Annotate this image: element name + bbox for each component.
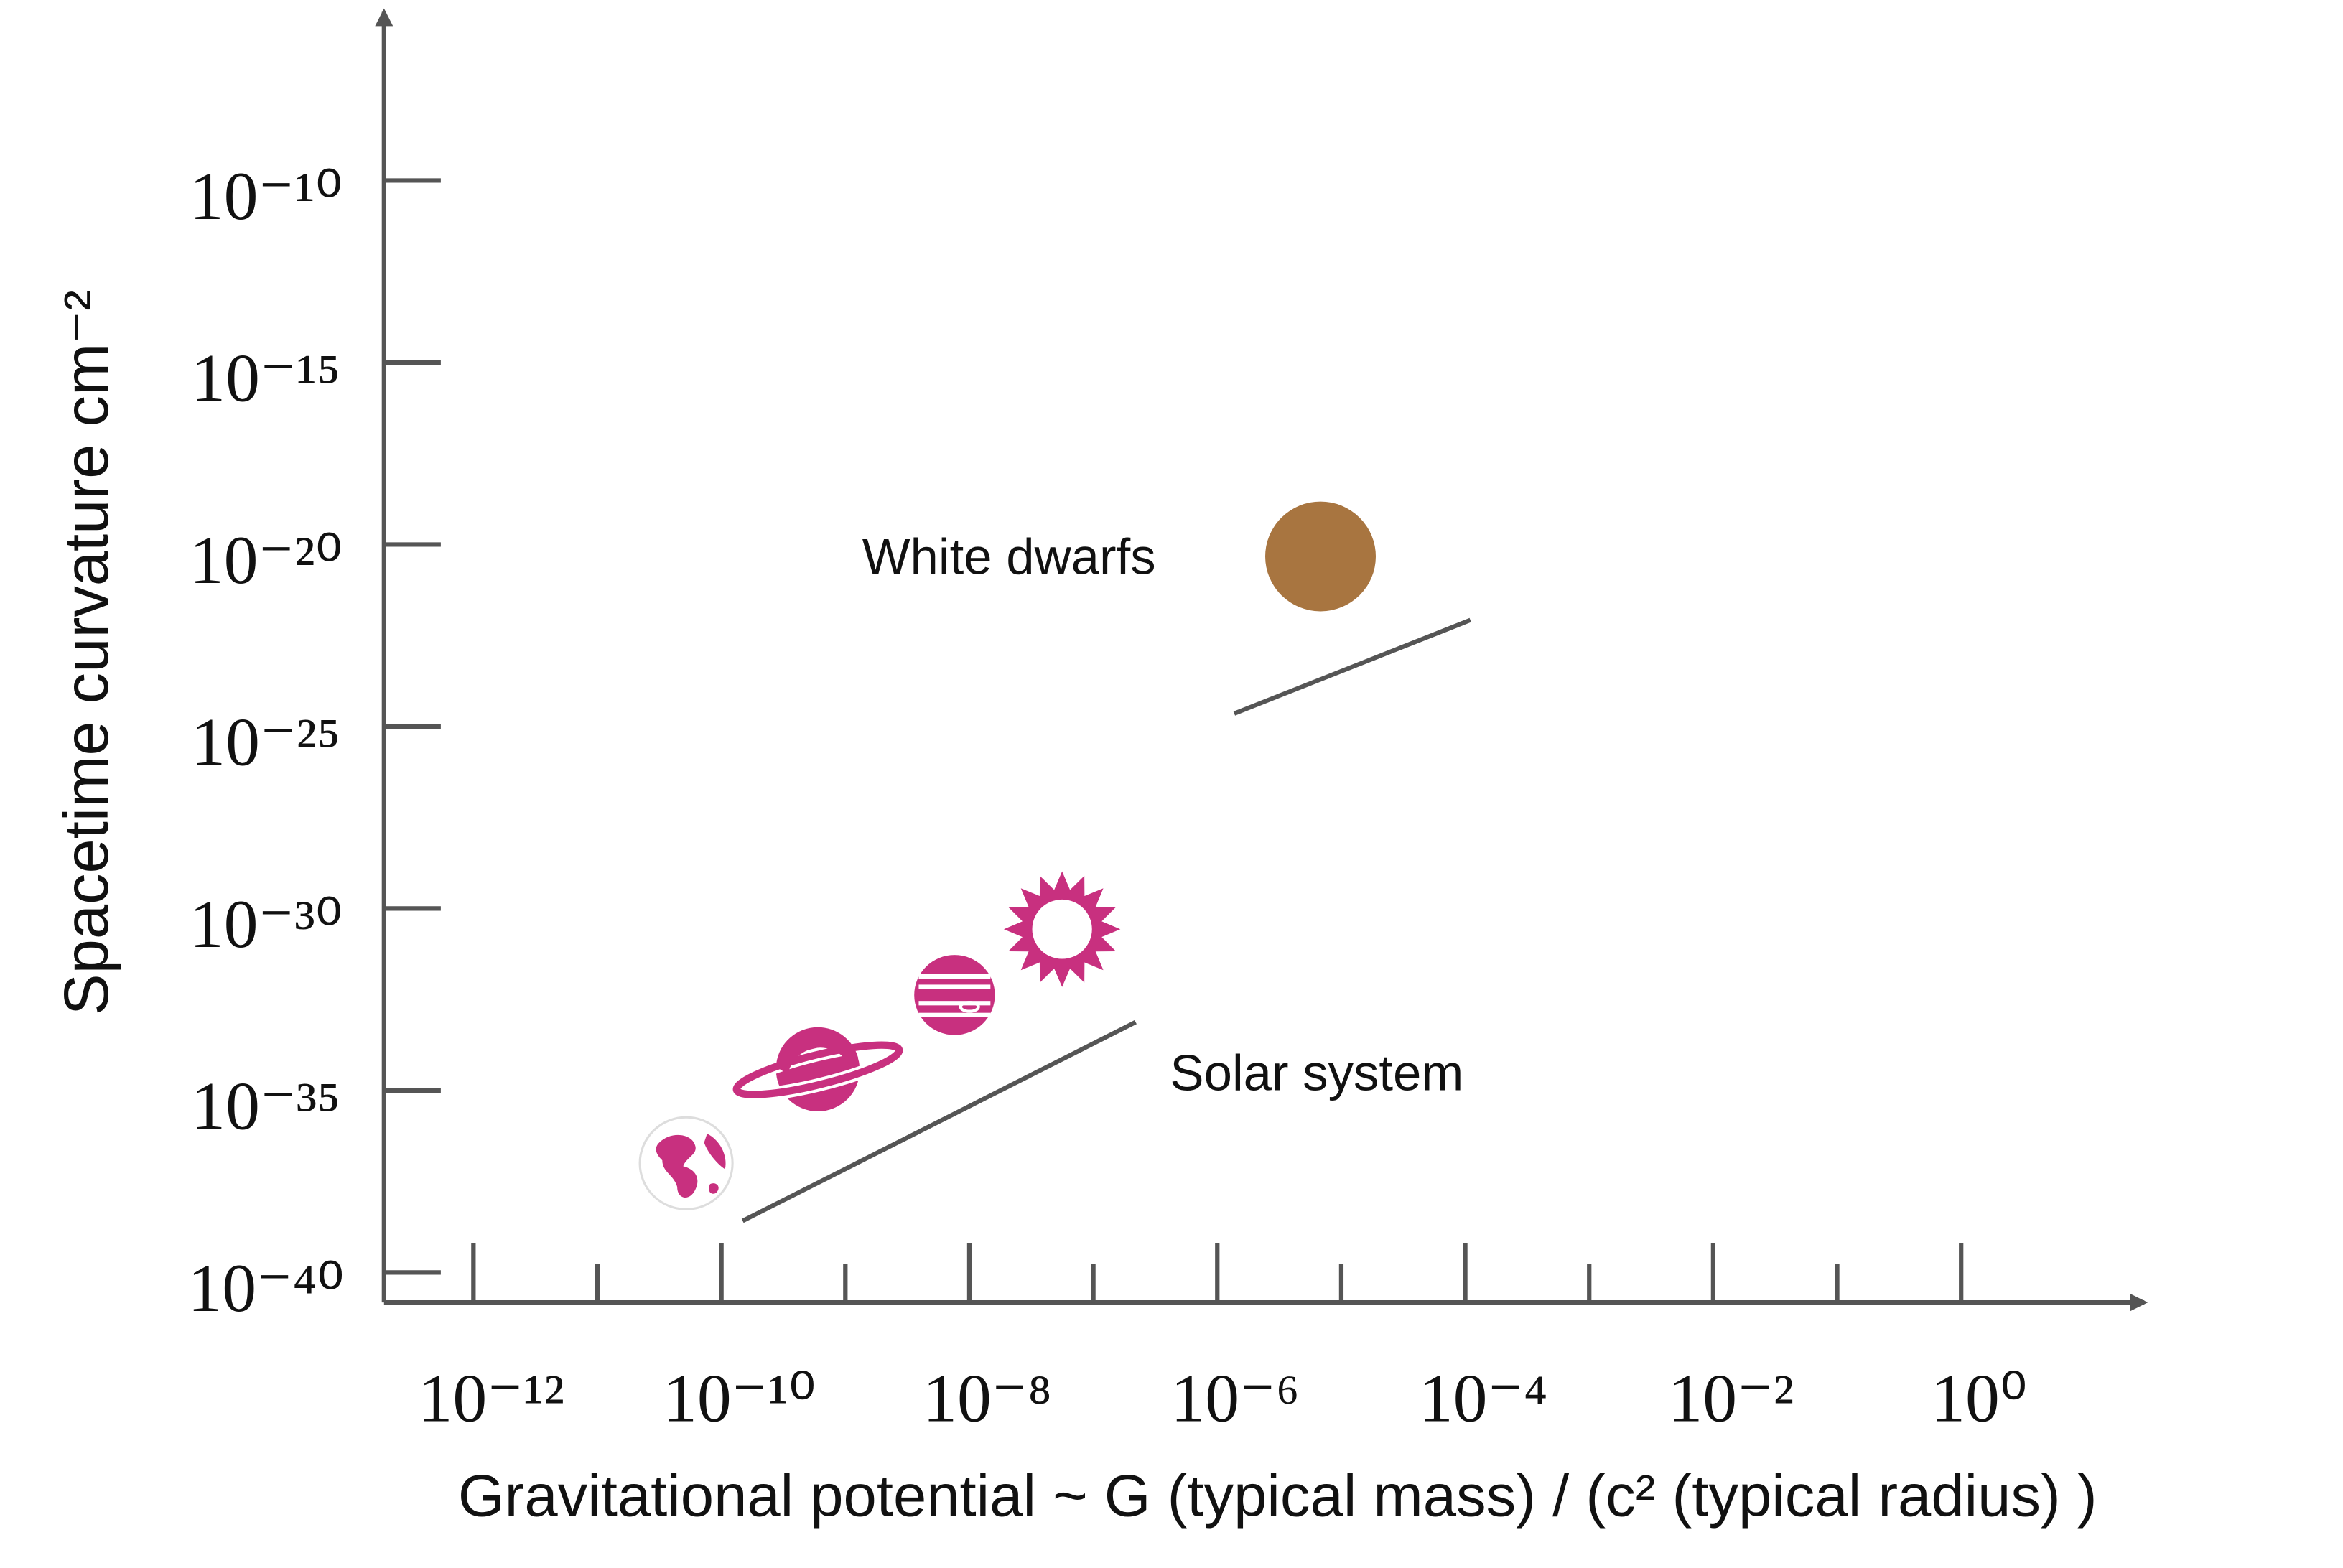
slope-line — [1234, 620, 1471, 714]
x-tick-label: 10⁰ — [1931, 1361, 2027, 1437]
stripe — [918, 1013, 990, 1017]
x-tick-label: 10⁻⁴ — [1419, 1361, 1548, 1437]
y-tick-label: 10⁻²⁰ — [190, 522, 343, 598]
point — [1265, 502, 1376, 612]
point — [640, 1117, 732, 1209]
point — [733, 1027, 903, 1111]
y-tick-label: 10⁻⁴⁰ — [187, 1250, 344, 1326]
y-axis-label: Spacetime curvature cm⁻² — [52, 290, 121, 1015]
x-tick-label: 10⁻⁸ — [923, 1361, 1052, 1437]
stripe — [918, 1001, 990, 1005]
y-tick-label: 10⁻³⁵ — [191, 1068, 340, 1144]
point — [914, 955, 995, 1035]
y-tick-label: 10⁻²⁵ — [191, 704, 340, 780]
y-tick-label: 10⁻¹⁵ — [191, 340, 340, 416]
annotation: White dwarfs — [862, 528, 1156, 585]
x-tick-label: 10⁻² — [1668, 1361, 1794, 1437]
stripe — [918, 974, 990, 979]
x-tick-label: 10⁻¹² — [419, 1361, 565, 1437]
x-tick-label: 10⁻⁶ — [1170, 1361, 1300, 1437]
annotation: Solar system — [1170, 1045, 1463, 1101]
stripe — [918, 984, 990, 989]
y-tick-label: 10⁻¹⁰ — [190, 158, 343, 234]
star-disc — [1265, 502, 1376, 612]
chart: Gravitational potential ~ G (typical mas… — [0, 0, 2343, 1568]
x-tick-label: 10⁻¹⁰ — [663, 1361, 816, 1437]
x-axis-label: Gravitational potential ~ G (typical mas… — [458, 1462, 2097, 1529]
y-tick-label: 10⁻³⁰ — [190, 886, 343, 962]
planet-disc — [914, 955, 995, 1035]
sun-core — [1033, 900, 1092, 959]
point — [1004, 872, 1120, 987]
